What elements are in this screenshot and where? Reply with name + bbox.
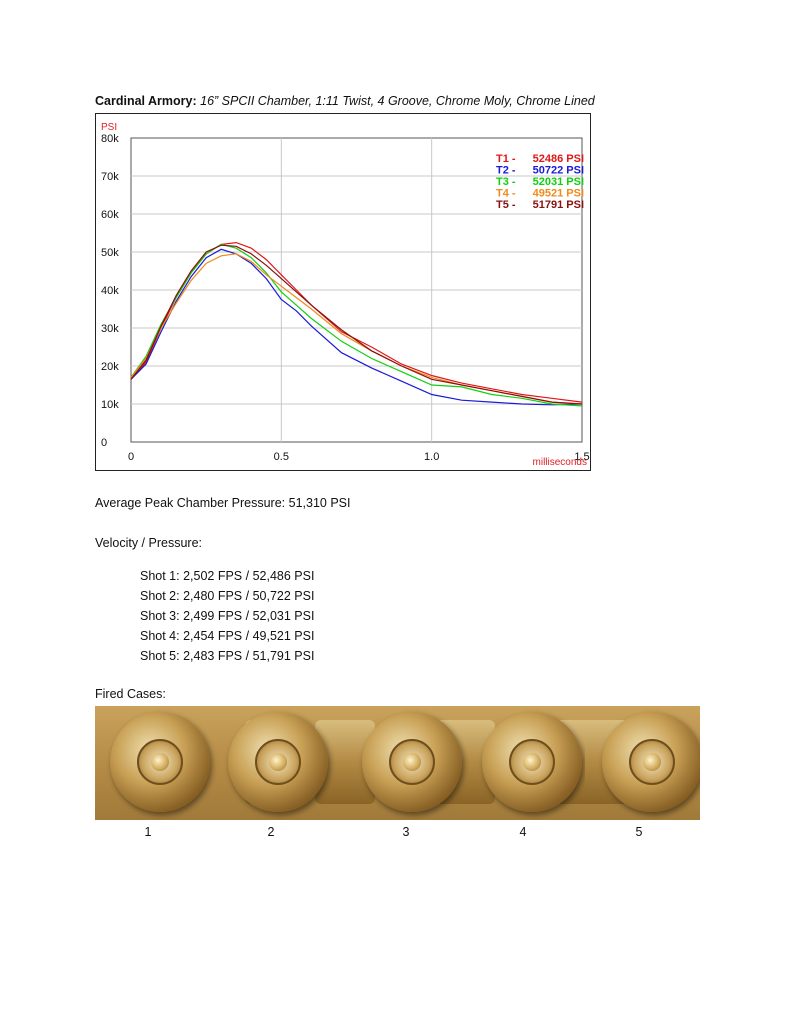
x-axis-unit: milliseconds: [533, 457, 587, 468]
case-label-1: 1: [144, 825, 152, 839]
y-tick-labels: 0 10k 20k 30k 40k 50k 60k 70k 80k: [101, 133, 119, 449]
chart-legend: T1 - 52486 PSI T2 - 50722 PSI T3 - 52031 PSI T…: [496, 153, 584, 211]
y-tick-label: 70k: [101, 171, 119, 183]
shot-1: Shot 1: 2,502 FPS / 52,486 PSI: [140, 569, 315, 583]
shot-4: Shot 4: 2,454 FPS / 49,521 PSI: [140, 629, 315, 643]
x-tick-labels: 0 0.5 1.0 1.5: [128, 451, 590, 463]
case-2-image: [228, 712, 328, 812]
y-tick-label: 40k: [101, 285, 119, 297]
case-label-5: 5: [635, 825, 643, 839]
series-lines: [130, 241, 583, 407]
title-spec: 16” SPCII Chamber, 1:11 Twist, 4 Groove,…: [200, 94, 595, 108]
shot-3: Shot 3: 2,499 FPS / 52,031 PSI: [140, 609, 315, 623]
x-tick-label: 1.5: [574, 451, 589, 463]
pressure-chart: 0 10k 20k 30k 40k 50k 60k 70k 80k 0 0.5 1.0 1.5 PSI…: [95, 113, 591, 471]
case-label-3: 3: [402, 825, 410, 839]
x-tick-label: 0: [128, 451, 134, 463]
case-label-4: 4: [519, 825, 527, 839]
case-4-image: [482, 712, 582, 812]
x-tick-label: 0.5: [274, 451, 289, 463]
legend-value-t3: 52031 PSI: [533, 176, 584, 188]
shot-5: Shot 5: 2,483 FPS / 51,791 PSI: [140, 649, 315, 663]
y-tick-label: 80k: [101, 133, 119, 145]
series-line-t3: [130, 243, 583, 407]
legend-name-t2: T2 -: [496, 165, 516, 177]
y-tick-label: 10k: [101, 399, 119, 411]
y-tick-label: 60k: [101, 209, 119, 221]
page-title: Cardinal Armory: 16” SPCII Chamber, 1:11…: [95, 94, 595, 108]
velocity-pressure-heading: Velocity / Pressure:: [95, 536, 202, 550]
series-line-t2: [130, 248, 583, 406]
legend-name-t4: T4 -: [496, 188, 516, 200]
legend-name-t5: T5 -: [496, 199, 516, 211]
legend-value-t2: 50722 PSI: [533, 165, 584, 177]
average-pressure: Average Peak Chamber Pressure: 51,310 PS…: [95, 496, 351, 510]
fired-cases-photo: [95, 706, 700, 820]
shot-list: Shot 1: 2,502 FPS / 52,486 PSI Shot 2: 2…: [140, 566, 314, 666]
y-tick-label: 30k: [101, 323, 119, 335]
case-1-image: [110, 712, 210, 812]
legend-value-t4: 49521 PSI: [533, 188, 584, 200]
title-org: Cardinal Armory:: [95, 94, 197, 108]
case-label-2: 2: [267, 825, 275, 839]
legend-name-t3: T3 -: [496, 176, 516, 188]
legend-name-t1: T1 -: [496, 153, 516, 165]
y-tick-label: 20k: [101, 361, 119, 373]
x-tick-label: 1.0: [424, 451, 439, 463]
y-tick-label: 50k: [101, 247, 119, 259]
pressure-chart-svg: 0 10k 20k 30k 40k 50k 60k 70k 80k 0 0.5 1.0 1.5 PSI…: [101, 122, 590, 468]
legend-value-t1: 52486 PSI: [533, 153, 584, 165]
legend-value-t5: 51791 PSI: [533, 199, 584, 211]
series-line-t5: [130, 244, 583, 405]
shot-2: Shot 2: 2,480 FPS / 50,722 PSI: [140, 589, 315, 603]
y-axis-unit: PSI: [101, 122, 117, 133]
case-5-image: [602, 712, 700, 812]
fired-cases-heading: Fired Cases:: [95, 687, 166, 701]
case-3-image: [362, 712, 462, 812]
y-tick-label: 0: [101, 437, 107, 449]
